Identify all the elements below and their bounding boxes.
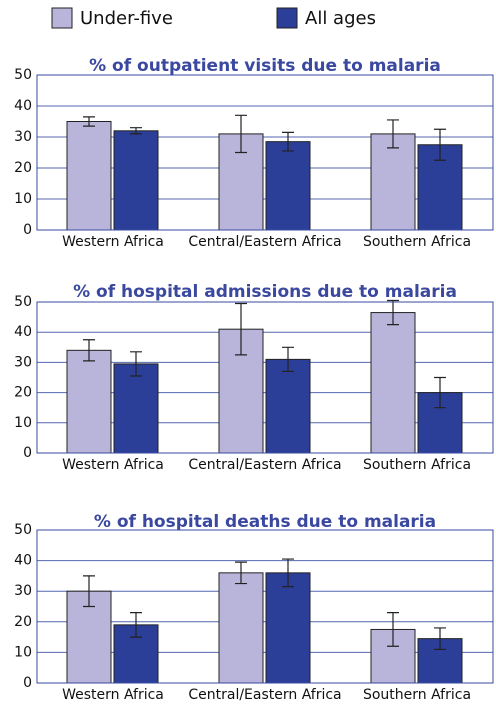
- legend-label: Under-five: [80, 8, 173, 29]
- error-bar: [130, 351, 142, 377]
- error-bar: [235, 302, 247, 356]
- y-tick-label: 50: [14, 67, 32, 83]
- y-tick-label: 20: [14, 385, 32, 401]
- x-tick-label: Central/Eastern Africa: [188, 457, 341, 473]
- error-bar: [282, 131, 294, 152]
- error-bar: [130, 127, 142, 135]
- bar: [218, 572, 264, 684]
- error-bar: [83, 116, 95, 127]
- x-tick-label: Southern Africa: [363, 687, 471, 703]
- legend-swatch: [51, 7, 73, 29]
- y-tick-label: 30: [14, 354, 32, 370]
- chart-title: % of hospital deaths due to malaria: [94, 512, 436, 532]
- x-tick-label: Western Africa: [62, 687, 164, 703]
- error-bar: [235, 561, 247, 585]
- y-tick-label: 50: [14, 294, 32, 310]
- chart-title: % of hospital admissions due to malaria: [73, 282, 457, 302]
- plot-frame: [36, 529, 494, 684]
- x-tick-label: Western Africa: [62, 457, 164, 473]
- error-bar: [130, 612, 142, 638]
- x-tick-label: Southern Africa: [363, 234, 471, 250]
- y-tick-label: 10: [14, 191, 32, 207]
- error-bar: [434, 627, 446, 650]
- legend-label: All ages: [305, 8, 376, 29]
- error-bar: [434, 128, 446, 161]
- x-tick-label: Central/Eastern Africa: [188, 234, 341, 250]
- y-tick-label: 20: [14, 160, 32, 176]
- y-tick-label: 30: [14, 583, 32, 599]
- error-bar: [83, 575, 95, 608]
- error-bar: [434, 376, 446, 409]
- x-tick-label: Southern Africa: [363, 457, 471, 473]
- bar: [265, 141, 311, 231]
- bar: [265, 358, 311, 454]
- error-bar: [235, 114, 247, 154]
- y-tick-label: 50: [14, 522, 32, 538]
- chart-title: % of outpatient visits due to malaria: [89, 56, 441, 76]
- plot-frame: [36, 301, 494, 454]
- y-tick-label: 30: [14, 129, 32, 145]
- error-bar: [387, 299, 399, 326]
- error-bar: [282, 558, 294, 588]
- y-tick-label: 40: [14, 324, 32, 340]
- y-tick-label: 0: [23, 675, 32, 691]
- bar: [370, 312, 416, 454]
- y-tick-label: 10: [14, 415, 32, 431]
- y-tick-label: 20: [14, 614, 32, 630]
- bar: [265, 572, 311, 684]
- plot-frame: [36, 74, 494, 231]
- error-bar: [83, 339, 95, 362]
- bar: [66, 121, 112, 231]
- x-tick-label: Western Africa: [62, 234, 164, 250]
- bar: [113, 363, 159, 454]
- y-tick-label: 0: [23, 222, 32, 238]
- bar: [66, 349, 112, 454]
- y-tick-label: 40: [14, 98, 32, 114]
- error-bar: [387, 119, 399, 149]
- y-tick-label: 0: [23, 445, 32, 461]
- x-tick-label: Central/Eastern Africa: [188, 687, 341, 703]
- error-bar: [387, 612, 399, 647]
- bar: [113, 130, 159, 231]
- error-bar: [282, 346, 294, 373]
- y-tick-label: 40: [14, 553, 32, 569]
- legend-swatch: [276, 7, 298, 29]
- y-tick-label: 10: [14, 644, 32, 660]
